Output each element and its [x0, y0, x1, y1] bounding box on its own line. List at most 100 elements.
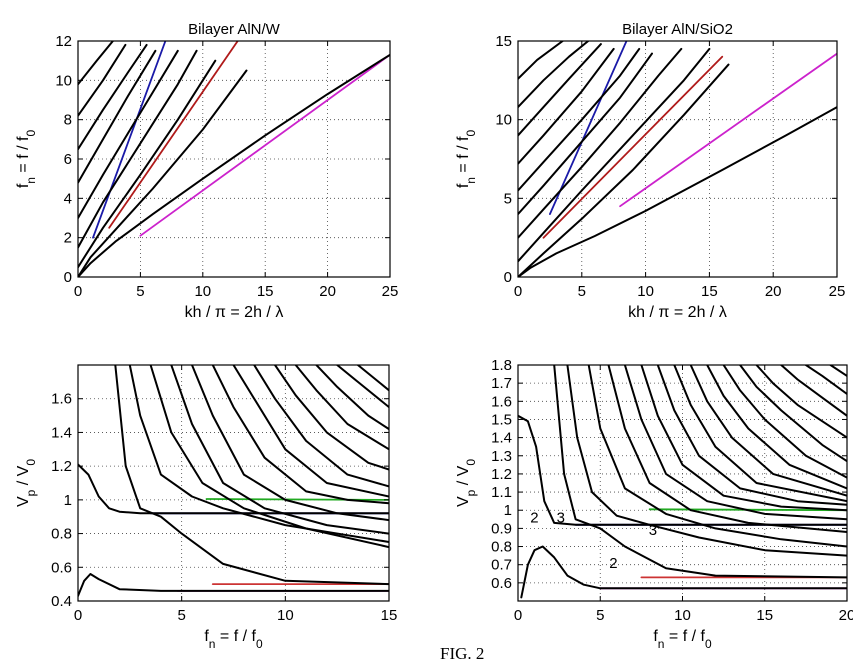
chart-1: 0 5 10 15 20 25 0 2 4 6 8 10 12 Bilayer AlN/W kh / π =… [15, 21, 398, 321]
series-line-6 [518, 47, 711, 263]
series-line-7 [553, 365, 847, 579]
x-axis-label: fn = f / f0 [204, 628, 263, 651]
series-line-14 [673, 365, 847, 503]
series-line-9 [518, 47, 641, 192]
y-tick-label: 0.6 [491, 575, 512, 592]
series-line-17 [315, 365, 389, 431]
y-tick-label: 1 [504, 502, 512, 519]
y-axis-label: Vp / V0 [15, 459, 38, 507]
series-line-12 [211, 365, 389, 505]
series-line-8 [128, 365, 389, 543]
mode-annotation: 3 [649, 522, 657, 539]
series-line-13 [518, 41, 564, 80]
x-tick-label: 0 [74, 607, 82, 624]
x-tick-label: 0 [74, 283, 82, 300]
chart-4: 0 5 10 15 200.60.70.80.911.11.21.31.41.51.61… [455, 357, 853, 651]
x-tick-label: 25 [382, 283, 399, 300]
series-line-13 [232, 365, 389, 498]
x-tick-label: 10 [674, 607, 691, 624]
x-axis-label: fn = f / f0 [653, 628, 712, 651]
x-axis-label: kh / π = 2h / λ [628, 304, 727, 321]
series-group [518, 365, 847, 599]
x-tick-label: 15 [701, 283, 718, 300]
x-tick-label: 0 [514, 283, 522, 300]
y-tick-label: 1.2 [491, 466, 512, 483]
y-tick-label: 10 [55, 72, 72, 89]
chart-2: 0 5 10 15 20 25 0 5 10 15 Bilayer AlN/SiO2 kh / π =… [455, 21, 845, 321]
series-line-19 [755, 365, 847, 439]
series-line-15 [274, 365, 389, 471]
y-tick-label: 0.9 [491, 520, 512, 537]
mode-annotation: 2 [609, 555, 617, 572]
y-axis-label: fn = f / f0 [15, 130, 38, 189]
plot-area [518, 41, 837, 277]
series-line-13 [656, 365, 847, 506]
series-line-2 [108, 41, 239, 229]
series-line-1 [549, 41, 628, 215]
series-line-11 [623, 365, 847, 521]
y-tick-label: 0.6 [51, 559, 72, 576]
x-tick-label: 10 [277, 607, 294, 624]
x-tick-label: 20 [765, 283, 782, 300]
series-line-6 [78, 463, 389, 515]
series-line-3 [139, 53, 390, 237]
series-line-18 [336, 365, 389, 409]
axes-frame [77, 364, 390, 602]
series-line-16 [294, 365, 389, 451]
y-tick-label: 6 [64, 151, 72, 168]
series-line-14 [253, 365, 389, 488]
x-tick-label: 5 [177, 607, 185, 624]
axes-frame [517, 40, 838, 278]
mode-annotation: 3 [557, 509, 565, 526]
series-line-7 [114, 365, 389, 586]
series-line-9 [587, 365, 847, 548]
figure-caption: FIG. 2 [440, 644, 484, 662]
series-line-5 [78, 573, 389, 597]
y-tick-label: 10 [495, 112, 512, 129]
y-tick-label: 0.4 [51, 593, 72, 610]
series-line-11 [78, 43, 127, 117]
series-line-12 [78, 41, 114, 86]
y-tick-label: 1.6 [491, 393, 512, 410]
series-group [78, 41, 390, 277]
chart-title: Bilayer AlN/SiO2 [622, 21, 733, 38]
series-line-6 [78, 59, 217, 269]
series-group [518, 41, 837, 277]
x-tick-label: 5 [578, 283, 586, 300]
series-line-2 [205, 498, 389, 501]
series-line-18 [739, 365, 847, 463]
x-tick-label: 20 [319, 283, 336, 300]
y-tick-label: 0.8 [51, 526, 72, 543]
y-tick-label: 1.4 [491, 430, 512, 447]
series-line-10 [78, 43, 148, 151]
series-line-7 [78, 49, 198, 249]
y-axis-label: Vp / V0 [455, 459, 478, 507]
y-tick-label: 1.1 [491, 484, 512, 501]
series-group [78, 365, 389, 597]
x-tick-label: 10 [637, 283, 654, 300]
y-tick-label: 1.6 [51, 391, 72, 408]
series-line-8 [78, 49, 179, 219]
x-tick-label: 20 [839, 607, 853, 624]
series-line-22 [829, 365, 847, 377]
series-line-11 [518, 43, 602, 137]
series-line-9 [149, 365, 389, 549]
y-tick-label: 0.8 [491, 539, 512, 556]
series-line-10 [518, 47, 615, 165]
series-line-5 [518, 63, 730, 277]
series-line-3 [619, 52, 837, 208]
series-line-8 [518, 52, 653, 216]
series-line-8 [566, 365, 847, 557]
y-tick-label: 1.8 [491, 357, 512, 374]
series-line-4 [78, 53, 390, 277]
y-tick-label: 2 [64, 230, 72, 247]
y-tick-label: 4 [64, 190, 72, 207]
y-axis-label: fn = f / f0 [455, 130, 478, 189]
x-tick-label: 0 [514, 607, 522, 624]
x-tick-label: 10 [194, 283, 211, 300]
x-tick-label: 25 [829, 283, 846, 300]
series-line-15 [689, 365, 847, 497]
y-tick-label: 5 [504, 190, 512, 207]
